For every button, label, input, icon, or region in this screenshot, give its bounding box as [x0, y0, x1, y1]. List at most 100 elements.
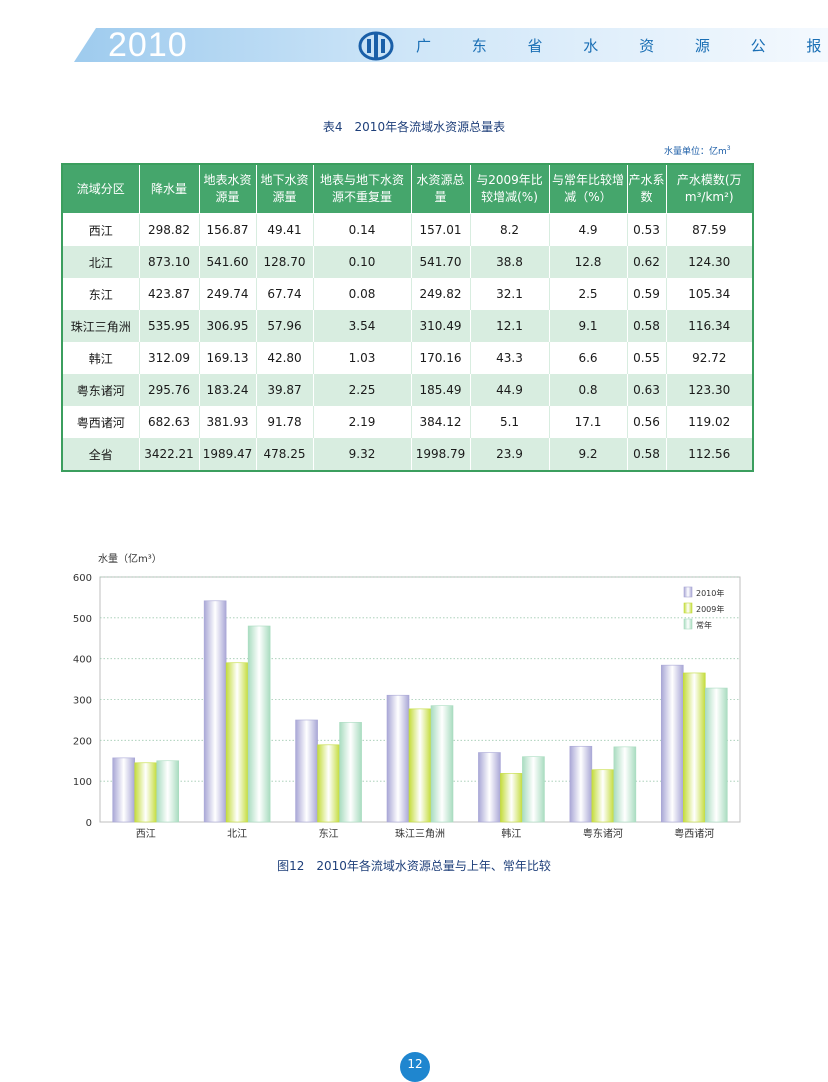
- table-cell: 0.14: [312, 213, 411, 246]
- table-cell: 381.93: [198, 406, 256, 438]
- y-tick-label: 100: [73, 777, 92, 788]
- table-cell: 310.49: [410, 310, 470, 342]
- x-tick-label: 粤东诸河: [583, 827, 623, 840]
- col-header: 地表水资源量: [198, 163, 257, 214]
- table-cell: 38.8: [469, 246, 549, 278]
- table-cell: 9.2: [548, 438, 627, 471]
- table-cell: 12.8: [548, 246, 627, 278]
- legend-label: 常年: [696, 620, 712, 630]
- bar-2010年: [660, 664, 684, 823]
- table-cell: 123.30: [665, 374, 753, 406]
- col-header: 降水量: [138, 163, 200, 214]
- table-cell: 124.30: [665, 246, 753, 278]
- x-tick-label: 北江: [227, 828, 247, 840]
- table-row: 东江 423.87 249.74 67.74 0.08 249.82 32.1 2.5 0.59…: [61, 278, 753, 310]
- table-cell: 306.95: [198, 310, 256, 342]
- water-resources-table: 流域分区 降水量 地表水资源量 地下水资源量 地表与地下水资源不重复量 水资源总…: [61, 163, 754, 472]
- table-cell: 0.8: [548, 374, 627, 406]
- legend-label: 2009年: [696, 604, 724, 614]
- col-header: 与常年比较增减（%）: [548, 163, 628, 214]
- legend-swatch: [683, 618, 693, 630]
- table-cell: 185.49: [410, 374, 470, 406]
- row-label: 全省: [61, 438, 139, 471]
- table-cell: 2.5: [548, 278, 627, 310]
- table-cell: 49.41: [255, 213, 313, 246]
- table-cell: 0.56: [626, 406, 666, 438]
- table-cell: 0.58: [626, 438, 666, 471]
- table-cell: 183.24: [198, 374, 256, 406]
- col-header: 流域分区: [61, 163, 140, 214]
- header-banner: [0, 0, 828, 66]
- y-tick-label: 300: [73, 696, 92, 707]
- bar-常年: [247, 625, 271, 823]
- bar-2009年: [225, 662, 249, 823]
- table-cell: 112.56: [665, 438, 753, 471]
- table-cell: 105.34: [665, 278, 753, 310]
- table-cell: 423.87: [138, 278, 199, 310]
- table-cell: 44.9: [469, 374, 549, 406]
- figure-caption: 图12 2010年各流域水资源总量与上年、常年比较: [277, 859, 551, 873]
- table-header-row: 流域分区 降水量 地表水资源量 地下水资源量 地表与地下水资源不重复量 水资源总…: [61, 163, 754, 214]
- x-tick-label: 韩江: [501, 827, 521, 840]
- table-cell: 128.70: [255, 246, 313, 278]
- table-cell: 91.78: [255, 406, 313, 438]
- table-cell: 42.80: [255, 342, 313, 374]
- table-cell: 0.59: [626, 278, 666, 310]
- table-cell: 298.82: [138, 213, 199, 246]
- table-title: 表4 2010年各流域水资源总量表: [322, 120, 506, 134]
- y-tick-label: 200: [73, 736, 92, 747]
- bar-常年: [522, 756, 545, 823]
- table-cell: 0.08: [312, 278, 411, 310]
- table-cell: 17.1: [548, 406, 627, 438]
- table-cell: 92.72: [665, 342, 753, 374]
- banner-year: 2010: [108, 26, 188, 64]
- x-tick-label: 东江: [319, 827, 339, 840]
- table-cell: 478.25: [255, 438, 313, 471]
- table-cell: 3422.21: [138, 438, 199, 471]
- table-cell: 32.1: [469, 278, 549, 310]
- unit-note-sup: 3: [726, 145, 731, 152]
- table-cell: 57.96: [255, 310, 313, 342]
- x-tick-label: 珠江三角洲: [395, 827, 445, 840]
- table-cell: 87.59: [665, 213, 753, 246]
- row-label: 西江: [61, 213, 139, 246]
- table-cell: 535.95: [138, 310, 199, 342]
- table-cell: 8.2: [469, 213, 549, 246]
- table-cell: 873.10: [138, 246, 199, 278]
- col-header: 产水模数(万m³/km²): [665, 163, 754, 214]
- bar-常年: [156, 760, 180, 823]
- table-cell: 312.09: [138, 342, 199, 374]
- legend-label: 2010年: [696, 588, 724, 598]
- col-header: 与2009年比较增减(%): [469, 163, 550, 214]
- x-tick-label: 西江: [136, 828, 156, 840]
- water-resources-chart: 0 100 200 300 400 500 600 水量（亿m³） 西江 北江 东江 珠江三角洲 韩江 粤…: [73, 552, 741, 840]
- table-cell: 67.74: [255, 278, 313, 310]
- bar-2009年: [682, 672, 706, 823]
- table-cell: 2.25: [312, 374, 411, 406]
- row-label: 北江: [61, 246, 139, 278]
- table-row: 珠江三角洲 535.95 306.95 57.96 3.54 310.49 12.1 9.1 0…: [61, 310, 753, 342]
- table-cell: 1.03: [312, 342, 411, 374]
- row-label: 粤东诸河: [61, 374, 139, 406]
- table-cell: 5.1: [469, 406, 549, 438]
- table-cell: 541.60: [198, 246, 256, 278]
- bar-2009年: [500, 773, 523, 823]
- table-cell: 249.74: [198, 278, 256, 310]
- row-label: 珠江三角洲: [61, 310, 139, 342]
- table-cell: 116.34: [665, 310, 753, 342]
- table-cell: 3.54: [312, 310, 411, 342]
- bar-2009年: [591, 769, 615, 823]
- table-cell: 0.58: [626, 310, 666, 342]
- bar-2010年: [112, 757, 136, 823]
- table-cell: 384.12: [410, 406, 470, 438]
- unit-note-text: 水量单位：亿m: [664, 147, 727, 157]
- page-number: 12: [400, 1052, 430, 1082]
- table-cell: 0.63: [626, 374, 666, 406]
- y-tick-label: 600: [73, 573, 92, 584]
- bar-常年: [704, 687, 728, 823]
- legend-swatch: [683, 586, 693, 598]
- table-row: 北江 873.10 541.60 128.70 0.10 541.70 38.8 12.8 0.…: [61, 246, 753, 278]
- table-cell: 0.10: [312, 246, 411, 278]
- table-cell: 1998.79: [410, 438, 470, 471]
- y-tick-label: 0: [86, 818, 92, 829]
